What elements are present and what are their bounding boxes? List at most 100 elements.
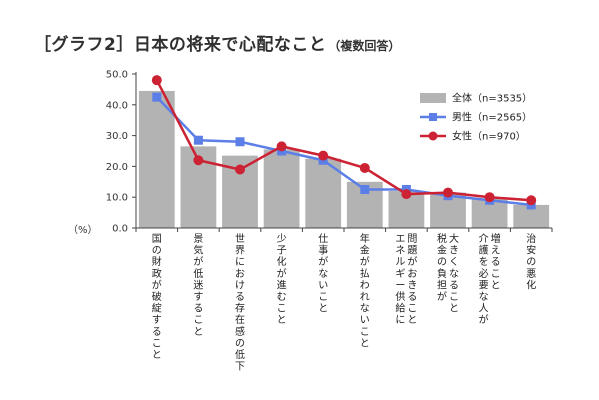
legend-marker-circle <box>428 131 438 141</box>
chart-title-main: ［グラフ2］日本の将来で心配なこと <box>34 35 327 55</box>
x-category-char: け <box>235 279 245 291</box>
x-category-char: 化 <box>526 278 536 291</box>
x-category-char: 進 <box>277 279 287 291</box>
x-category-char: が <box>277 267 287 280</box>
x-category-char: 気 <box>193 244 203 257</box>
x-category-char: の <box>437 257 447 268</box>
y-tick-label: 50.0 <box>106 70 128 81</box>
x-category-char: が <box>318 255 328 268</box>
x-category-char: れ <box>360 291 370 303</box>
legend-marker-square <box>429 113 437 121</box>
x-category-char: と <box>491 279 501 291</box>
x-category-char: い <box>360 315 370 326</box>
x-category-char: 存 <box>235 302 245 315</box>
x-category-char: 護 <box>479 244 489 257</box>
x-category-char: 破 <box>152 290 162 303</box>
x-category-char: 低 <box>235 348 245 361</box>
x-category-char: す <box>193 291 203 303</box>
x-category-char: 給 <box>395 302 405 315</box>
legend-item: 男性（n=2565） <box>420 111 532 124</box>
x-category-char: が <box>407 255 417 268</box>
chart-title: ［グラフ2］日本の将来で心配なこと （複数回答） <box>34 30 400 55</box>
x-category-char: が <box>360 255 370 268</box>
point-male <box>235 137 245 147</box>
series-line-female <box>155 79 532 202</box>
x-category-char: 増 <box>491 232 501 245</box>
x-category-char: 政 <box>152 267 162 280</box>
point-male <box>360 185 370 194</box>
x-category-char: す <box>152 314 162 326</box>
x-category-char: こ <box>193 315 203 326</box>
point-female <box>235 164 245 175</box>
x-category-char: く <box>449 257 459 268</box>
x-category-char: 大 <box>449 232 459 245</box>
bar-overall <box>513 204 550 228</box>
x-category-char: ネ <box>395 245 405 257</box>
point-female <box>359 162 370 173</box>
x-category-char: と <box>318 303 328 315</box>
legend-item: 女性（n=970） <box>420 130 526 143</box>
y-tick-label: 20.0 <box>106 162 128 173</box>
x-category-char: る <box>235 291 245 303</box>
x-category-char: と <box>193 326 203 338</box>
x-category-char: の <box>152 246 162 257</box>
x-category-char: る <box>449 279 459 291</box>
x-category-char: の <box>235 338 245 349</box>
legend-label: 全体（n=3535） <box>452 92 532 105</box>
x-category-char: 年 <box>360 232 370 245</box>
x-category-char: 悪 <box>526 268 536 280</box>
x-category-char: 払 <box>360 267 370 280</box>
x-category-char: 事 <box>318 244 328 257</box>
point-female <box>484 192 495 203</box>
x-category-char: 国 <box>152 233 162 245</box>
x-category-char: 税 <box>437 232 447 245</box>
legend-item: 全体（n=3535） <box>420 92 532 105</box>
x-category-char: 問 <box>407 233 417 245</box>
x-category-char: に <box>395 314 405 326</box>
x-category-char: 景 <box>193 233 203 245</box>
x-category-char: る <box>491 256 501 268</box>
x-category-char: 負 <box>437 268 447 280</box>
y-tick-label: 40.0 <box>106 100 128 111</box>
x-category-char: と <box>152 349 162 361</box>
x-category-char: 人 <box>479 303 489 315</box>
x-category-char: エ <box>395 234 405 245</box>
point-female <box>193 155 204 166</box>
x-category-char: の <box>526 257 536 268</box>
x-category-char: い <box>318 280 328 291</box>
x-category-char: こ <box>449 292 459 303</box>
x-category-char: 供 <box>395 290 405 303</box>
x-category-char: お <box>235 268 245 280</box>
legend-label: 男性（n=2565） <box>452 111 532 124</box>
x-category-char: に <box>235 256 245 268</box>
x-category-char: 低 <box>193 267 203 280</box>
x-category-char: な <box>360 303 370 315</box>
x-category-char: き <box>449 245 459 257</box>
bar-overall <box>263 149 300 228</box>
x-category-char: ル <box>395 257 405 268</box>
x-category-char: 金 <box>360 244 370 257</box>
x-category-char: 安 <box>526 244 536 257</box>
x-category-char: こ <box>277 304 287 315</box>
x-category-char: が <box>479 313 489 326</box>
y-tick-label: 30.0 <box>106 131 128 142</box>
x-category-char: と <box>449 303 459 315</box>
x-category-char: お <box>407 268 417 280</box>
x-category-char: 下 <box>235 362 245 373</box>
x-category-char: 世 <box>235 233 245 245</box>
bar-overall <box>305 158 342 228</box>
y-axis-unit-label: （%） <box>68 225 98 236</box>
point-female <box>151 75 162 86</box>
x-category-char: 界 <box>235 245 245 257</box>
point-male <box>152 92 162 102</box>
x-category-char: と <box>360 337 370 349</box>
